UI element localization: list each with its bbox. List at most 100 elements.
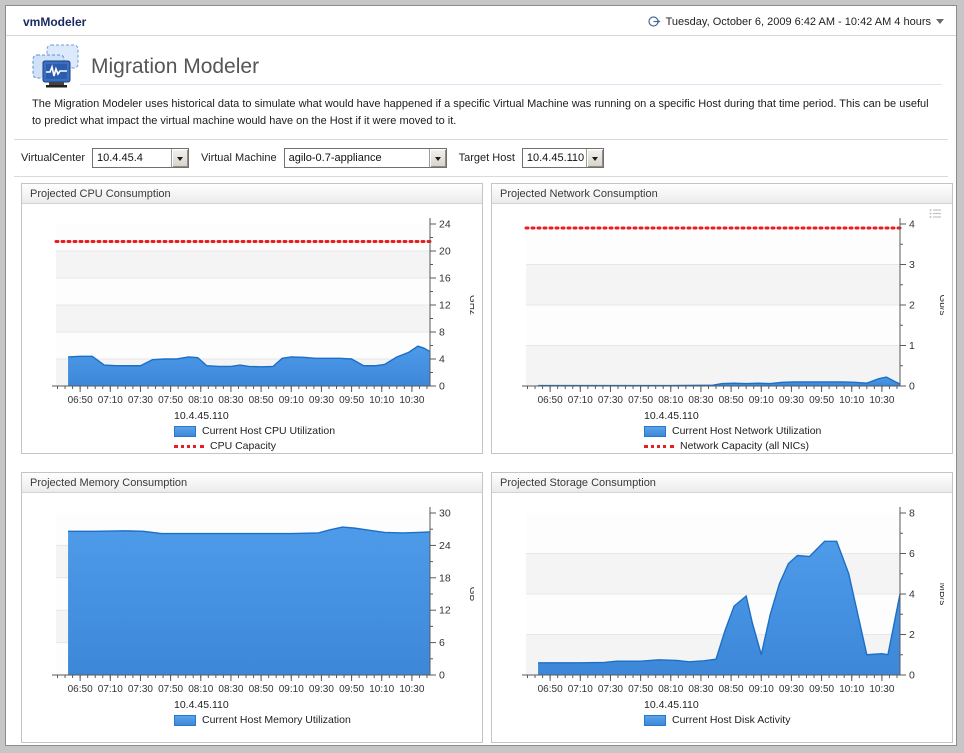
panel-title: Projected Memory Consumption <box>22 473 482 494</box>
dropdown-arrow-icon[interactable] <box>585 149 603 168</box>
svg-text:10:10: 10:10 <box>839 395 864 406</box>
svg-text:07:10: 07:10 <box>98 395 123 406</box>
svg-text:24: 24 <box>439 219 451 231</box>
time-range-icon <box>648 16 661 27</box>
virtualcenter-select[interactable]: 10.4.45.4 <box>92 148 189 169</box>
svg-text:09:50: 09:50 <box>809 395 834 406</box>
svg-text:10:10: 10:10 <box>839 684 864 695</box>
svg-text:08:30: 08:30 <box>688 684 713 695</box>
svg-text:09:50: 09:50 <box>809 684 834 695</box>
svg-text:0: 0 <box>439 670 445 682</box>
svg-text:GHz: GHz <box>467 295 474 315</box>
svg-text:07:30: 07:30 <box>598 684 623 695</box>
svg-text:09:10: 09:10 <box>279 395 304 406</box>
svg-text:08:10: 08:10 <box>188 684 213 695</box>
svg-text:08:10: 08:10 <box>658 395 683 406</box>
svg-text:1: 1 <box>909 340 915 352</box>
page-description: The Migration Modeler uses historical da… <box>32 98 929 128</box>
svg-text:07:50: 07:50 <box>158 395 183 406</box>
svg-text:07:50: 07:50 <box>628 395 653 406</box>
svg-text:07:10: 07:10 <box>568 395 593 406</box>
target-host-select[interactable]: 10.4.45.110 <box>521 148 604 169</box>
panel-network-consumption: Projected Network Consumption 0 1 2 3 4 Gb/s 0… <box>491 183 953 455</box>
svg-text:08:10: 08:10 <box>188 395 213 406</box>
memory-consumption-chart: 0 6 12 18 24 30 GB 06:50 07:10 07:30 07:50 08:10 08:… <box>52 507 474 695</box>
svg-text:08:30: 08:30 <box>218 395 243 406</box>
cpu-legend: 10.4.45.110 Current Host CPU Utilization… <box>174 410 482 452</box>
dropdown-arrow-icon[interactable] <box>171 149 188 168</box>
svg-text:09:10: 09:10 <box>749 395 774 406</box>
svg-text:09:50: 09:50 <box>339 684 364 695</box>
svg-text:09:30: 09:30 <box>779 684 804 695</box>
svg-text:MB/s: MB/s <box>937 583 944 606</box>
memory-legend: 10.4.45.110 Current Host Memory Utilizat… <box>174 699 482 726</box>
legend-label: CPU Capacity <box>210 440 276 453</box>
panel-title: Projected CPU Consumption <box>22 184 482 205</box>
svg-text:6: 6 <box>909 548 915 560</box>
network-consumption-chart: 0 1 2 3 4 Gb/s 06:50 07:10 07:30 07:50 08:10 08:30 0… <box>522 218 944 406</box>
svg-text:0: 0 <box>909 381 915 393</box>
series-swatch <box>644 425 666 437</box>
legend-menu-icon[interactable] <box>929 208 942 219</box>
svg-text:10:30: 10:30 <box>869 684 894 695</box>
svg-text:10:10: 10:10 <box>369 684 394 695</box>
svg-text:3: 3 <box>909 259 915 271</box>
svg-text:09:30: 09:30 <box>779 395 804 406</box>
series-swatch <box>174 425 196 437</box>
svg-text:07:50: 07:50 <box>158 684 183 695</box>
page: vmModeler Tuesday, October 6, 2009 6:42 … <box>5 5 957 746</box>
filter-bar: VirtualCenter 10.4.45.4 Virtual Machine … <box>6 140 956 176</box>
svg-text:Gb/s: Gb/s <box>937 295 944 316</box>
svg-text:08:30: 08:30 <box>688 395 713 406</box>
svg-text:06:50: 06:50 <box>68 684 93 695</box>
svg-text:4: 4 <box>439 354 445 366</box>
svg-text:09:10: 09:10 <box>749 684 774 695</box>
svg-text:07:30: 07:30 <box>598 395 623 406</box>
svg-text:0: 0 <box>439 381 445 393</box>
divider <box>14 176 948 178</box>
legend-item: Current Host Memory Utilization <box>174 714 482 726</box>
svg-text:16: 16 <box>439 273 451 285</box>
svg-text:10:30: 10:30 <box>399 395 424 406</box>
dropdown-arrow-icon[interactable] <box>428 149 446 168</box>
svg-text:08:50: 08:50 <box>719 395 744 406</box>
svg-text:06:50: 06:50 <box>68 395 93 406</box>
svg-text:24: 24 <box>439 540 451 552</box>
svg-text:12: 12 <box>439 605 451 617</box>
legend-header: 10.4.45.110 <box>644 410 699 423</box>
title-divider <box>80 84 942 85</box>
virtual-machine-value: agilo-0.7-appliance <box>288 152 382 165</box>
svg-text:4: 4 <box>909 589 915 601</box>
svg-text:07:30: 07:30 <box>128 684 153 695</box>
legend-item: Network Capacity (all NICs) <box>644 440 952 452</box>
svg-text:09:30: 09:30 <box>309 395 334 406</box>
svg-text:06:50: 06:50 <box>538 395 563 406</box>
svg-text:0: 0 <box>909 670 915 682</box>
cpu-consumption-chart: 0 4 8 12 16 20 24 GHz 06:50 07:10 07:30 07:50 08:10 0… <box>52 218 474 406</box>
chevron-down-icon <box>936 19 944 28</box>
svg-text:10:30: 10:30 <box>869 395 894 406</box>
legend-item: Current Host CPU Utilization <box>174 425 482 437</box>
svg-text:08:50: 08:50 <box>719 684 744 695</box>
legend-label: Current Host Disk Activity <box>672 714 791 727</box>
svg-text:8: 8 <box>439 327 445 339</box>
legend-item: Current Host Network Utilization <box>644 425 952 437</box>
svg-text:2: 2 <box>909 629 915 641</box>
virtual-machine-select[interactable]: agilo-0.7-appliance <box>283 148 447 169</box>
time-range-selector[interactable]: Tuesday, October 6, 2009 6:42 AM - 10:42… <box>648 15 944 28</box>
legend-header: 10.4.45.110 <box>174 699 229 712</box>
storage-legend: 10.4.45.110 Current Host Disk Activity <box>644 699 952 726</box>
capacity-swatch <box>174 444 204 448</box>
page-title: Migration Modeler <box>91 54 260 78</box>
virtualcenter-value: 10.4.45.4 <box>97 152 143 165</box>
legend-label: Network Capacity (all NICs) <box>680 440 809 453</box>
legend-item: Current Host Disk Activity <box>644 714 952 726</box>
svg-text:08:10: 08:10 <box>658 684 683 695</box>
svg-text:30: 30 <box>439 508 451 520</box>
svg-text:07:10: 07:10 <box>98 684 123 695</box>
svg-text:07:50: 07:50 <box>628 684 653 695</box>
series-swatch <box>174 714 196 726</box>
svg-text:07:30: 07:30 <box>128 395 153 406</box>
svg-text:GB: GB <box>467 587 474 602</box>
legend-header: 10.4.45.110 <box>644 699 699 712</box>
